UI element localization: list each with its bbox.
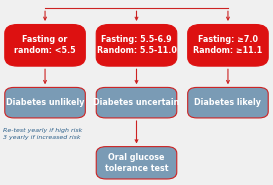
Text: Fasting: ≥7.0
Random: ≥11.1: Fasting: ≥7.0 Random: ≥11.1 bbox=[193, 36, 263, 55]
Text: Fasting: 5.5-6.9
Random: 5.5-11.0: Fasting: 5.5-6.9 Random: 5.5-11.0 bbox=[97, 36, 176, 55]
Text: Fasting or
random: <5.5: Fasting or random: <5.5 bbox=[14, 36, 76, 55]
Text: Oral glucose
tolerance test: Oral glucose tolerance test bbox=[105, 153, 168, 173]
FancyBboxPatch shape bbox=[188, 88, 268, 118]
FancyBboxPatch shape bbox=[96, 25, 177, 66]
FancyBboxPatch shape bbox=[96, 147, 177, 179]
FancyBboxPatch shape bbox=[5, 88, 85, 118]
Text: Diabetes uncertain: Diabetes uncertain bbox=[93, 98, 180, 107]
Text: Diabetes unlikely: Diabetes unlikely bbox=[6, 98, 84, 107]
Text: Diabetes likely: Diabetes likely bbox=[194, 98, 262, 107]
FancyBboxPatch shape bbox=[5, 25, 85, 66]
FancyBboxPatch shape bbox=[96, 88, 177, 118]
FancyBboxPatch shape bbox=[188, 25, 268, 66]
Text: Re-test yearly if high risk
3 yearly if increased risk: Re-test yearly if high risk 3 yearly if … bbox=[3, 128, 82, 140]
